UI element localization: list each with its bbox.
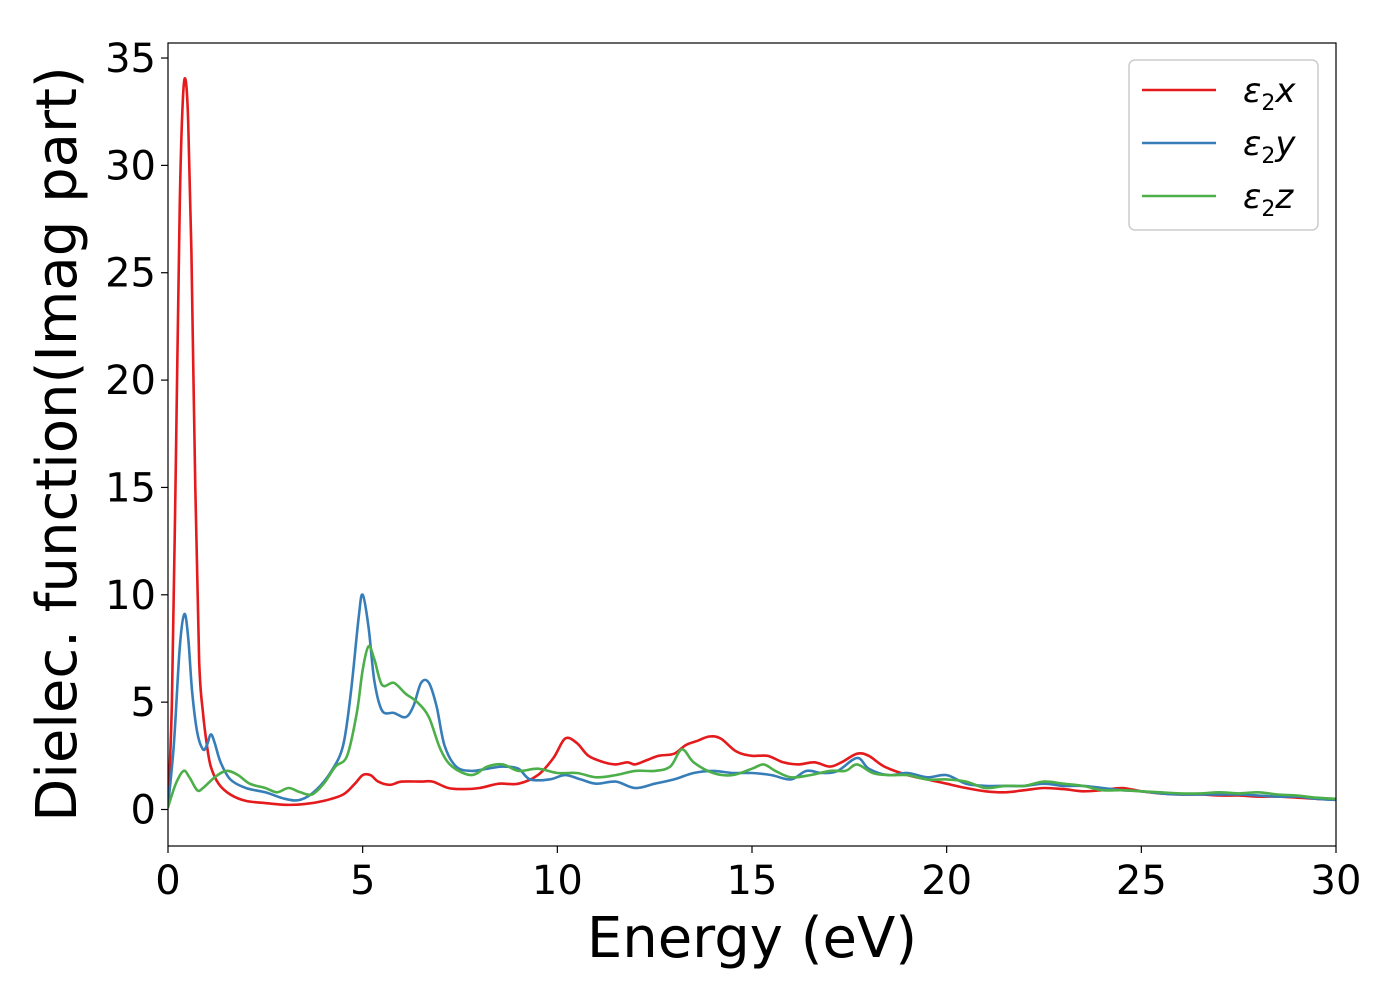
x-tick-label: 25 xyxy=(1116,858,1167,904)
legend-box xyxy=(1128,59,1319,231)
x-tick-label: 10 xyxy=(532,858,583,904)
y-tick-label: 35 xyxy=(105,36,156,82)
x-axis-title: Energy (eV) xyxy=(587,906,917,971)
series-line-y xyxy=(168,593,1336,807)
y-tick-label: 15 xyxy=(105,465,156,511)
y-tick-label: 0 xyxy=(131,788,156,834)
series-layer xyxy=(168,77,1336,809)
legend: ε2x ε2y ε2z xyxy=(1128,59,1319,231)
x-tick-label: 0 xyxy=(155,858,180,904)
legend-label-z: ε2z xyxy=(1243,177,1294,222)
x-axis: 0 5 10 15 20 25 30 xyxy=(155,846,1361,904)
y-axis: 0 5 10 15 20 25 30 35 xyxy=(105,36,168,834)
series-line-x xyxy=(168,77,1336,807)
legend-label-y: ε2y xyxy=(1243,124,1296,169)
x-tick-label: 20 xyxy=(921,858,972,904)
y-tick-label: 25 xyxy=(105,251,156,297)
y-axis-title: Dielec. function(Imag part) xyxy=(25,66,90,822)
y-tick-label: 10 xyxy=(105,573,156,619)
legend-label-x: ε2x xyxy=(1243,71,1296,116)
y-tick-label: 20 xyxy=(105,358,156,404)
series-line-z xyxy=(168,644,1336,809)
x-tick-label: 5 xyxy=(350,858,375,904)
y-tick-label: 5 xyxy=(131,680,156,726)
y-tick-label: 30 xyxy=(105,143,156,189)
x-tick-label: 15 xyxy=(727,858,778,904)
x-tick-label: 30 xyxy=(1311,858,1362,904)
